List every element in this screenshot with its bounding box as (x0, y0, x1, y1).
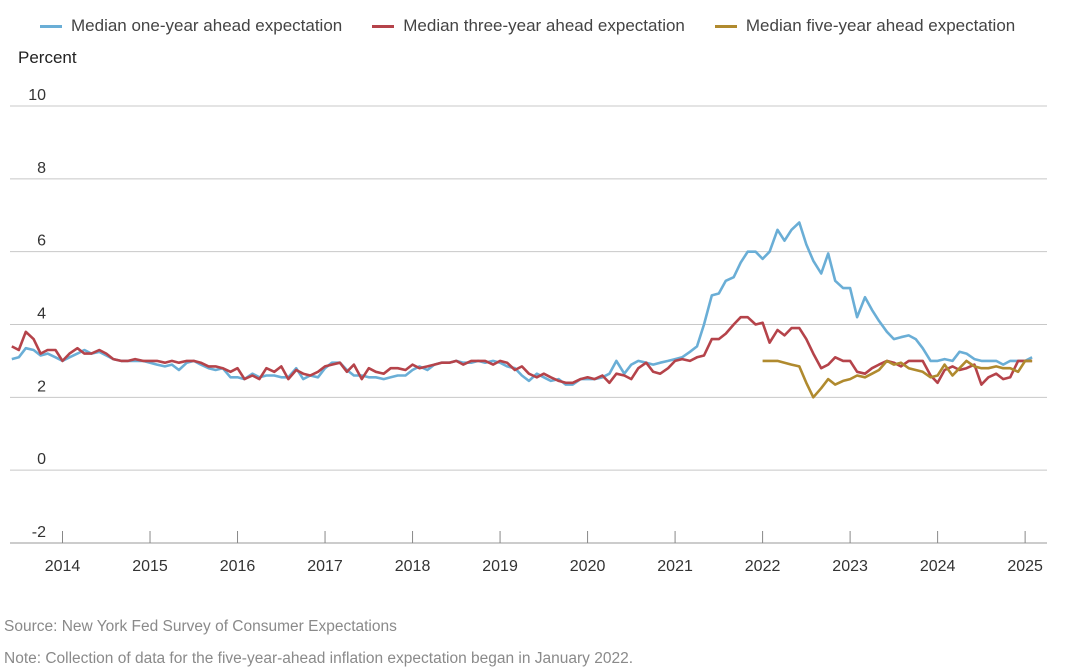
legend-swatch-three-year (372, 24, 395, 28)
y-tick-label: 6 (37, 233, 46, 250)
x-tick-label: 2019 (482, 558, 518, 575)
x-tick-label: 2025 (1007, 558, 1043, 575)
y-tick-label: 4 (37, 306, 46, 323)
y-tick-label: 8 (37, 160, 46, 177)
x-tick-label: 2023 (832, 558, 868, 575)
x-tick-label: 2021 (657, 558, 693, 575)
legend: Median one-year ahead expectation Median… (40, 16, 1015, 36)
legend-swatch-five-year (714, 24, 737, 28)
x-tick-labels: 2014 2015 2016 2017 2018 2019 2020 2021 2022 2023… (45, 531, 1043, 575)
legend-item-five-year: Median five-year ahead expectation (714, 16, 1016, 36)
legend-label-one-year: Median one-year ahead expectation (71, 16, 343, 35)
x-tick-label: 2018 (395, 558, 431, 575)
x-tick-label: 2016 (220, 558, 256, 575)
source-note: Source: New York Fed Survey of Consumer … (4, 618, 397, 635)
y-tick-label: 0 (37, 451, 46, 468)
footnote: Note: Collection of data for the five-ye… (4, 650, 634, 667)
x-tick-label: 2017 (307, 558, 343, 575)
x-tick-label: 2020 (570, 558, 606, 575)
x-tick-label: 2014 (45, 558, 81, 575)
series-lines (11, 221, 1033, 399)
legend-item-three-year: Median three-year ahead expectation (372, 16, 685, 36)
x-tick-label: 2022 (745, 558, 781, 575)
y-tick-label: 2 (37, 378, 46, 395)
y-tick-label: 10 (28, 87, 46, 104)
legend-label-five-year: Median five-year ahead expectation (745, 16, 1016, 35)
legend-swatch-one-year (40, 24, 62, 28)
grid-layer (10, 105, 1047, 544)
legend-label-three-year: Median three-year ahead expectation (403, 16, 685, 35)
x-tick-label: 2015 (132, 558, 168, 575)
series-three-year-line (11, 315, 1033, 386)
legend-item-one-year: Median one-year ahead expectation (40, 16, 342, 36)
y-tick-label: -2 (32, 524, 46, 541)
x-tick-label: 2024 (920, 558, 956, 575)
series-one-year-line (11, 221, 1033, 386)
y-axis-label: Percent (18, 48, 77, 67)
y-tick-labels: 10 8 6 4 2 0 -2 (28, 87, 46, 541)
series-five-year-line (762, 359, 1033, 399)
